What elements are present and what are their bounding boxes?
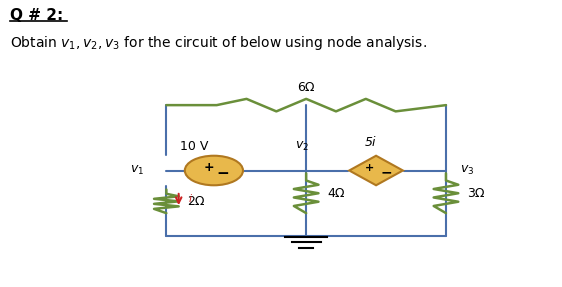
Text: Obtain $v_1,v_2,v_3$ for the circuit of below using node analysis.: Obtain $v_1,v_2,v_3$ for the circuit of … bbox=[10, 34, 427, 52]
Text: 2Ω: 2Ω bbox=[188, 195, 205, 208]
Polygon shape bbox=[349, 156, 403, 185]
Text: $v_3$: $v_3$ bbox=[460, 164, 474, 177]
Text: +: + bbox=[365, 163, 374, 173]
Circle shape bbox=[185, 156, 243, 185]
Text: i: i bbox=[189, 195, 192, 205]
Text: −: − bbox=[380, 166, 392, 180]
Text: $v_2$: $v_2$ bbox=[294, 140, 309, 154]
Text: 5i: 5i bbox=[365, 136, 376, 149]
Text: 10 V: 10 V bbox=[180, 140, 209, 153]
Text: 4Ω: 4Ω bbox=[328, 187, 345, 200]
Text: −: − bbox=[216, 166, 229, 181]
Text: 3Ω: 3Ω bbox=[467, 187, 484, 200]
Text: 6Ω: 6Ω bbox=[297, 81, 315, 94]
Text: +: + bbox=[204, 161, 215, 174]
Text: $v_1$: $v_1$ bbox=[130, 164, 144, 177]
Text: Q # 2:: Q # 2: bbox=[10, 9, 63, 24]
